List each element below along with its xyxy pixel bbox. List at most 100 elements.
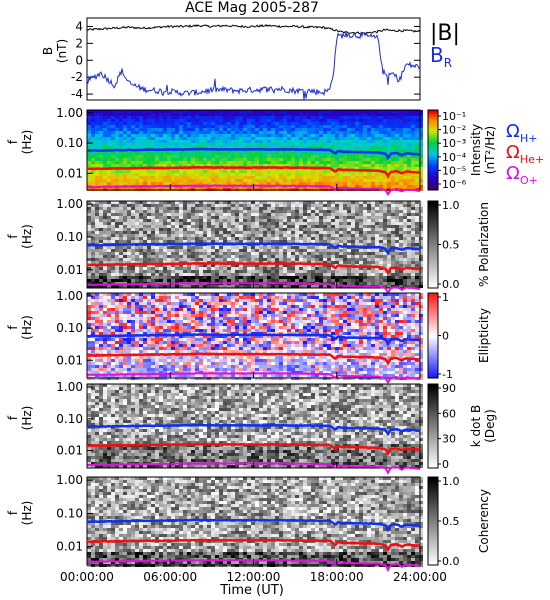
heat-cell [111, 204, 115, 207]
heat-cell [247, 152, 251, 155]
heat-cell [183, 155, 187, 158]
heat-cell [211, 207, 215, 210]
heat-cell [291, 173, 295, 176]
heat-cell [139, 210, 143, 213]
heat-cell [267, 161, 271, 164]
heat-cell [327, 179, 331, 182]
heat-cell [271, 140, 275, 143]
heat-cell [319, 210, 323, 213]
heat-cell [271, 276, 275, 279]
heat-cell [179, 131, 183, 134]
heat-cell [235, 113, 239, 116]
heat-cell [251, 237, 255, 240]
heat-cell [267, 158, 271, 161]
heat-cell [103, 234, 107, 237]
heat-cell [179, 113, 183, 116]
heat-cell [267, 207, 271, 210]
heat-cell [155, 207, 159, 210]
heat-cell [147, 173, 151, 176]
heat-cell [287, 170, 291, 173]
heat-cell [359, 122, 363, 125]
heat-cell [411, 258, 415, 261]
heat-cell [395, 128, 399, 131]
heat-cell [279, 279, 283, 282]
heat-cell [99, 125, 103, 128]
heat-cell [235, 158, 239, 161]
heat-cell [87, 350, 91, 353]
heat-cell [375, 249, 379, 252]
heat-cell [95, 173, 99, 176]
heat-cell [239, 134, 243, 137]
heat-cell [315, 279, 319, 282]
heat-cell [291, 285, 295, 288]
heat-cell [415, 255, 419, 258]
heat-cell [415, 125, 419, 128]
heat-cell [143, 225, 147, 228]
heat-cell [175, 161, 179, 164]
heat-cell [211, 222, 215, 225]
heat-cell [395, 182, 399, 185]
heat-cell [291, 140, 295, 143]
heat-cell [367, 273, 371, 276]
heat-cell [139, 267, 143, 270]
heat-cell [339, 282, 343, 285]
heat-cell [319, 158, 323, 161]
heat-cell [403, 210, 407, 213]
heat-cell [347, 131, 351, 134]
heat-cell [283, 279, 287, 282]
heat-cell [303, 119, 307, 122]
heat-cell [91, 137, 95, 140]
heat-cell [363, 216, 367, 219]
heat-cell [179, 234, 183, 237]
heat-cell [279, 264, 283, 267]
heat-cell [367, 225, 371, 228]
colorbar-cell [428, 168, 438, 171]
heat-cell [291, 161, 295, 164]
colorbar-cell [428, 231, 438, 235]
heat-cell [207, 134, 211, 137]
heat-cell [231, 246, 235, 249]
heat-cell [215, 240, 219, 243]
heat-cell [199, 179, 203, 182]
heat-cell [163, 140, 167, 143]
heat-cell [371, 110, 375, 113]
heat-cell [199, 131, 203, 134]
heat-cell [215, 225, 219, 228]
heat-cell [315, 228, 319, 231]
heat-cell [259, 140, 263, 143]
heat-cell [287, 204, 291, 207]
heat-cell [187, 119, 191, 122]
heat-cell [243, 143, 247, 146]
heat-cell [127, 158, 131, 161]
heat-cell [295, 119, 299, 122]
heat-cell [351, 146, 355, 149]
heat-cell [375, 279, 379, 282]
heat-cell [167, 143, 171, 146]
heat-cell [131, 207, 135, 210]
heat-cell [259, 122, 263, 125]
heat-cell [395, 258, 399, 261]
heat-cell [187, 201, 191, 204]
heat-cell [339, 273, 343, 276]
heat-cell [223, 152, 227, 155]
heat-cell [207, 176, 211, 179]
heat-cell [359, 258, 363, 261]
heat-cell [295, 225, 299, 228]
heat-cell [231, 273, 235, 276]
heat-cell [211, 182, 215, 185]
heat-cell [239, 179, 243, 182]
heat-cell [143, 207, 147, 210]
heat-cell [131, 179, 135, 182]
heat-cell [143, 273, 147, 276]
heat-cell [167, 131, 171, 134]
heat-cell [379, 167, 383, 170]
heat-cell [295, 137, 299, 140]
heat-cell [147, 264, 151, 267]
heat-cell [207, 228, 211, 231]
heat-cell [251, 216, 255, 219]
heat-cell [179, 119, 183, 122]
heat-cell [415, 161, 419, 164]
colorbar-cell [428, 112, 438, 115]
heat-cell [339, 204, 343, 207]
heat-cell [155, 258, 159, 261]
